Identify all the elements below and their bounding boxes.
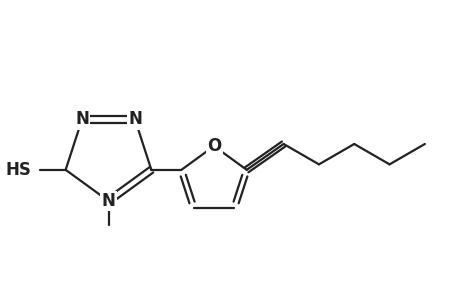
Text: N: N: [128, 110, 142, 128]
Text: N: N: [101, 192, 115, 210]
Text: HS: HS: [6, 161, 31, 179]
Text: O: O: [207, 137, 221, 155]
Text: N: N: [75, 110, 89, 128]
